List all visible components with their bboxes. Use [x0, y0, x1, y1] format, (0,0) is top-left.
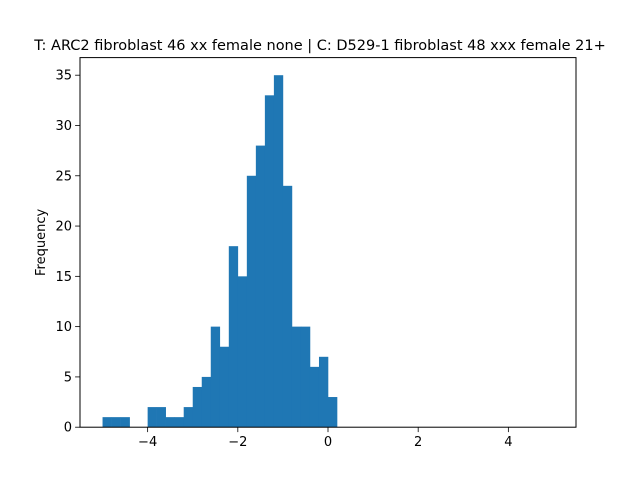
x-tick-label: 2: [414, 435, 422, 450]
histogram-bar: [165, 417, 175, 428]
histogram-bar: [255, 145, 266, 428]
histogram-bar: [300, 326, 311, 428]
histogram-bar: [120, 417, 130, 428]
histogram-bar: [228, 246, 239, 428]
x-axis: −4 −2 0 2 4: [138, 427, 513, 450]
histogram-bar: [318, 356, 329, 428]
histogram-bar: [111, 417, 121, 428]
y-tick-label: 10: [55, 320, 72, 335]
histogram-bar: [291, 326, 302, 428]
y-tick-label: 30: [55, 119, 72, 134]
histogram-bar: [219, 346, 230, 428]
x-tick-label: 0: [324, 435, 332, 450]
histogram-bar: [246, 175, 257, 428]
chart-title: T: ARC2 fibroblast 46 xx female none | C…: [33, 38, 605, 54]
histogram-bar: [147, 407, 157, 428]
histogram-bar: [328, 397, 338, 428]
y-tick-label: 0: [64, 421, 72, 436]
histogram-bar: [201, 376, 212, 428]
histogram-bar: [273, 75, 284, 428]
histogram-bar: [282, 185, 293, 428]
y-tick-label: 25: [55, 169, 72, 184]
y-tick-label: 5: [64, 370, 72, 385]
histogram-bar: [237, 276, 248, 428]
histogram-bar: [309, 366, 320, 428]
bars-group: [102, 75, 338, 428]
x-tick-label: −2: [228, 435, 247, 450]
histogram-bar: [174, 417, 185, 428]
y-tick-label: 20: [55, 220, 72, 235]
histogram-bar: [102, 417, 112, 428]
x-tick-label: 4: [504, 435, 512, 450]
histogram-bar: [183, 407, 194, 428]
histogram-bar: [192, 386, 203, 428]
y-axis: 0 5 10 15 20 25 30 35: [55, 69, 80, 436]
histogram-bar: [264, 95, 275, 428]
y-axis-label: Frequency: [34, 209, 49, 276]
y-tick-label: 15: [55, 270, 72, 285]
y-tick-label: 35: [55, 69, 72, 84]
histogram-bar: [210, 326, 221, 428]
x-tick-label: −4: [138, 435, 157, 450]
histogram-bar: [156, 407, 166, 428]
